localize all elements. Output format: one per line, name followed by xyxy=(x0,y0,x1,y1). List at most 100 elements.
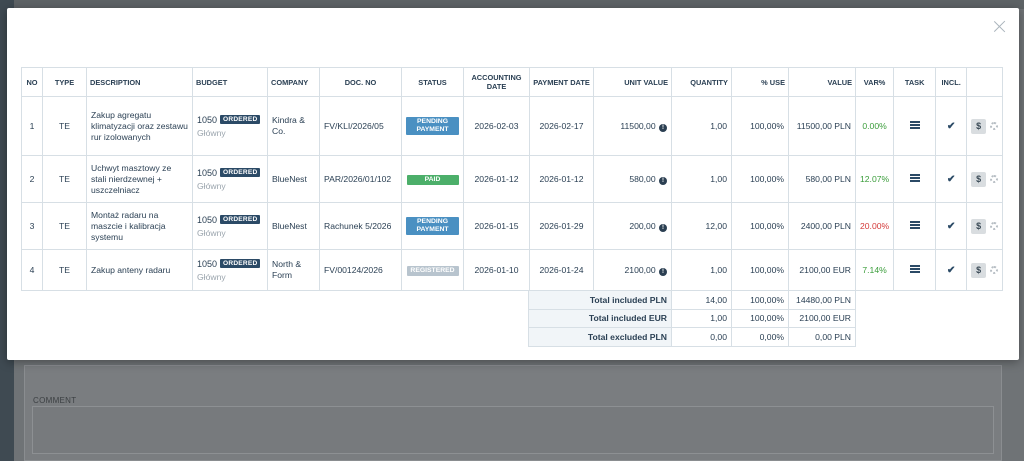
col-pct-use: % USE xyxy=(731,67,789,97)
row-value: 2100,00 EUR xyxy=(788,249,856,291)
check-icon[interactable]: ✔ xyxy=(946,264,956,276)
table-row[interactable]: 2 TE Uchwyt masztowy ze stali nierdzewne… xyxy=(21,155,1004,203)
gear-icon[interactable] xyxy=(990,122,999,130)
dollar-button[interactable]: $ xyxy=(971,262,987,278)
total-pct-use: 100,00% xyxy=(731,308,789,329)
task-list-icon[interactable] xyxy=(909,221,920,229)
row-incl: ✔ xyxy=(935,96,968,156)
total-label: Total included PLN xyxy=(528,290,672,310)
background-topbar xyxy=(0,0,1024,9)
total-quantity: 1,00 xyxy=(671,308,732,329)
budget-subtitle: Główny xyxy=(197,271,226,282)
row-budget: 1050 ORDERED Główny xyxy=(192,155,268,203)
comment-textarea[interactable] xyxy=(32,406,994,454)
row-actions: $ xyxy=(966,249,1004,291)
info-icon[interactable]: ! xyxy=(659,123,667,132)
budget-subtitle: Główny xyxy=(197,127,226,138)
status-badge: PAID xyxy=(406,175,459,185)
total-label: Total included EUR xyxy=(528,308,672,329)
row-incl: ✔ xyxy=(935,202,968,250)
row-budget: 1050 ORDERED Główny xyxy=(192,202,268,250)
row-accounting-date: 2026-01-15 xyxy=(463,202,530,250)
check-icon[interactable]: ✔ xyxy=(946,173,956,185)
check-icon[interactable]: ✔ xyxy=(946,220,956,232)
items-modal: NO TYPE DESCRIPTION BUDGET COMPANY DOC. … xyxy=(7,8,1019,360)
row-no: 4 xyxy=(21,249,43,291)
total-quantity: 0,00 xyxy=(671,327,732,347)
info-icon[interactable]: ! xyxy=(659,223,667,232)
table-row[interactable]: 3 TE Montaż radaru na maszcie i kalibrac… xyxy=(21,202,1004,250)
row-actions: $ xyxy=(966,96,1004,156)
row-actions: $ xyxy=(966,155,1004,203)
col-no: NO xyxy=(21,67,43,97)
col-unit-value: UNIT VALUE xyxy=(593,67,672,97)
row-status: PAID xyxy=(401,155,464,203)
row-no: 3 xyxy=(21,202,43,250)
total-value: 0,00 PLN xyxy=(788,327,856,347)
row-pct-use: 100,00% xyxy=(731,155,789,203)
gear-icon[interactable] xyxy=(990,175,999,183)
col-accounting-date: ACCOUNTING DATE xyxy=(463,67,530,97)
table-header-row: NO TYPE DESCRIPTION BUDGET COMPANY DOC. … xyxy=(21,67,1004,97)
table-row[interactable]: 1 TE Zakup agregatu klimatyzacji oraz ze… xyxy=(21,96,1004,156)
row-accounting-date: 2026-01-12 xyxy=(463,155,530,203)
row-doc-no: FV/KLI/2026/05 xyxy=(319,96,402,156)
check-icon[interactable]: ✔ xyxy=(946,120,956,132)
row-status: PENDING PAYMENT xyxy=(401,202,464,250)
row-incl: ✔ xyxy=(935,249,968,291)
row-description: Uchwyt masztowy ze stali nierdzewnej + u… xyxy=(86,155,193,203)
status-badge: PENDING PAYMENT xyxy=(406,117,459,135)
row-value: 2400,00 PLN xyxy=(788,202,856,250)
row-var-pct: 7.14% xyxy=(854,249,895,291)
row-quantity: 1,00 xyxy=(671,249,732,291)
status-badge: REGISTERED xyxy=(406,266,459,276)
task-list-icon[interactable] xyxy=(909,265,920,273)
gear-icon[interactable] xyxy=(990,222,999,230)
table-row[interactable]: 4 TE Zakup anteny radaru 1050 ORDERED Gł… xyxy=(21,249,1004,291)
budget-number: 1050 xyxy=(197,167,218,178)
comment-label: COMMENT xyxy=(33,396,77,405)
row-pct-use: 100,00% xyxy=(731,249,789,291)
dollar-button[interactable]: $ xyxy=(971,118,987,134)
info-icon[interactable]: ! xyxy=(659,176,667,185)
total-value: 2100,00 EUR xyxy=(788,308,856,329)
row-actions: $ xyxy=(966,202,1004,250)
row-task xyxy=(893,155,937,203)
row-unit-value: 11500,00 ! xyxy=(593,96,672,156)
row-pct-use: 100,00% xyxy=(731,202,789,250)
row-doc-no: PAR/2026/01/102 xyxy=(319,155,402,203)
task-list-icon[interactable] xyxy=(909,121,920,129)
ordered-badge: ORDERED xyxy=(220,215,261,224)
unit-value-text: 2100,00 xyxy=(624,264,656,275)
gear-icon[interactable] xyxy=(990,266,999,274)
row-type: TE xyxy=(42,96,87,156)
budget-number: 1050 xyxy=(197,214,218,225)
row-description: Zakup agregatu klimatyzacji oraz zestawu… xyxy=(86,96,193,156)
row-task xyxy=(893,96,937,156)
row-type: TE xyxy=(42,249,87,291)
col-value: VALUE xyxy=(788,67,856,97)
col-var-pct: VAR% xyxy=(854,67,895,97)
totals-table: Total included PLN 14,00 100,00% 14480,0… xyxy=(528,290,856,347)
row-accounting-date: 2026-02-03 xyxy=(463,96,530,156)
row-accounting-date: 2026-01-10 xyxy=(463,249,530,291)
totals-row: Total excluded PLN 0,00 0,00% 0,00 PLN xyxy=(528,327,856,347)
info-icon[interactable]: ! xyxy=(659,267,667,276)
task-list-icon[interactable] xyxy=(909,174,920,182)
dollar-button[interactable]: $ xyxy=(971,218,987,234)
dollar-button[interactable]: $ xyxy=(971,171,987,187)
total-label: Total excluded PLN xyxy=(528,327,672,347)
row-unit-value: 200,00 ! xyxy=(593,202,672,250)
row-payment-date: 2026-01-29 xyxy=(529,202,594,250)
row-budget: 1050 ORDERED Główny xyxy=(192,96,268,156)
col-status: STATUS xyxy=(401,67,464,97)
total-quantity: 14,00 xyxy=(671,290,732,310)
row-var-pct: 0.00% xyxy=(854,96,895,156)
col-doc-no: DOC. NO xyxy=(319,67,402,97)
col-payment-date: PAYMENT DATE xyxy=(529,67,594,97)
row-unit-value: 580,00 ! xyxy=(593,155,672,203)
close-icon[interactable] xyxy=(993,19,1007,33)
row-type: TE xyxy=(42,155,87,203)
budget-number: 1050 xyxy=(197,114,218,125)
row-payment-date: 2026-01-12 xyxy=(529,155,594,203)
